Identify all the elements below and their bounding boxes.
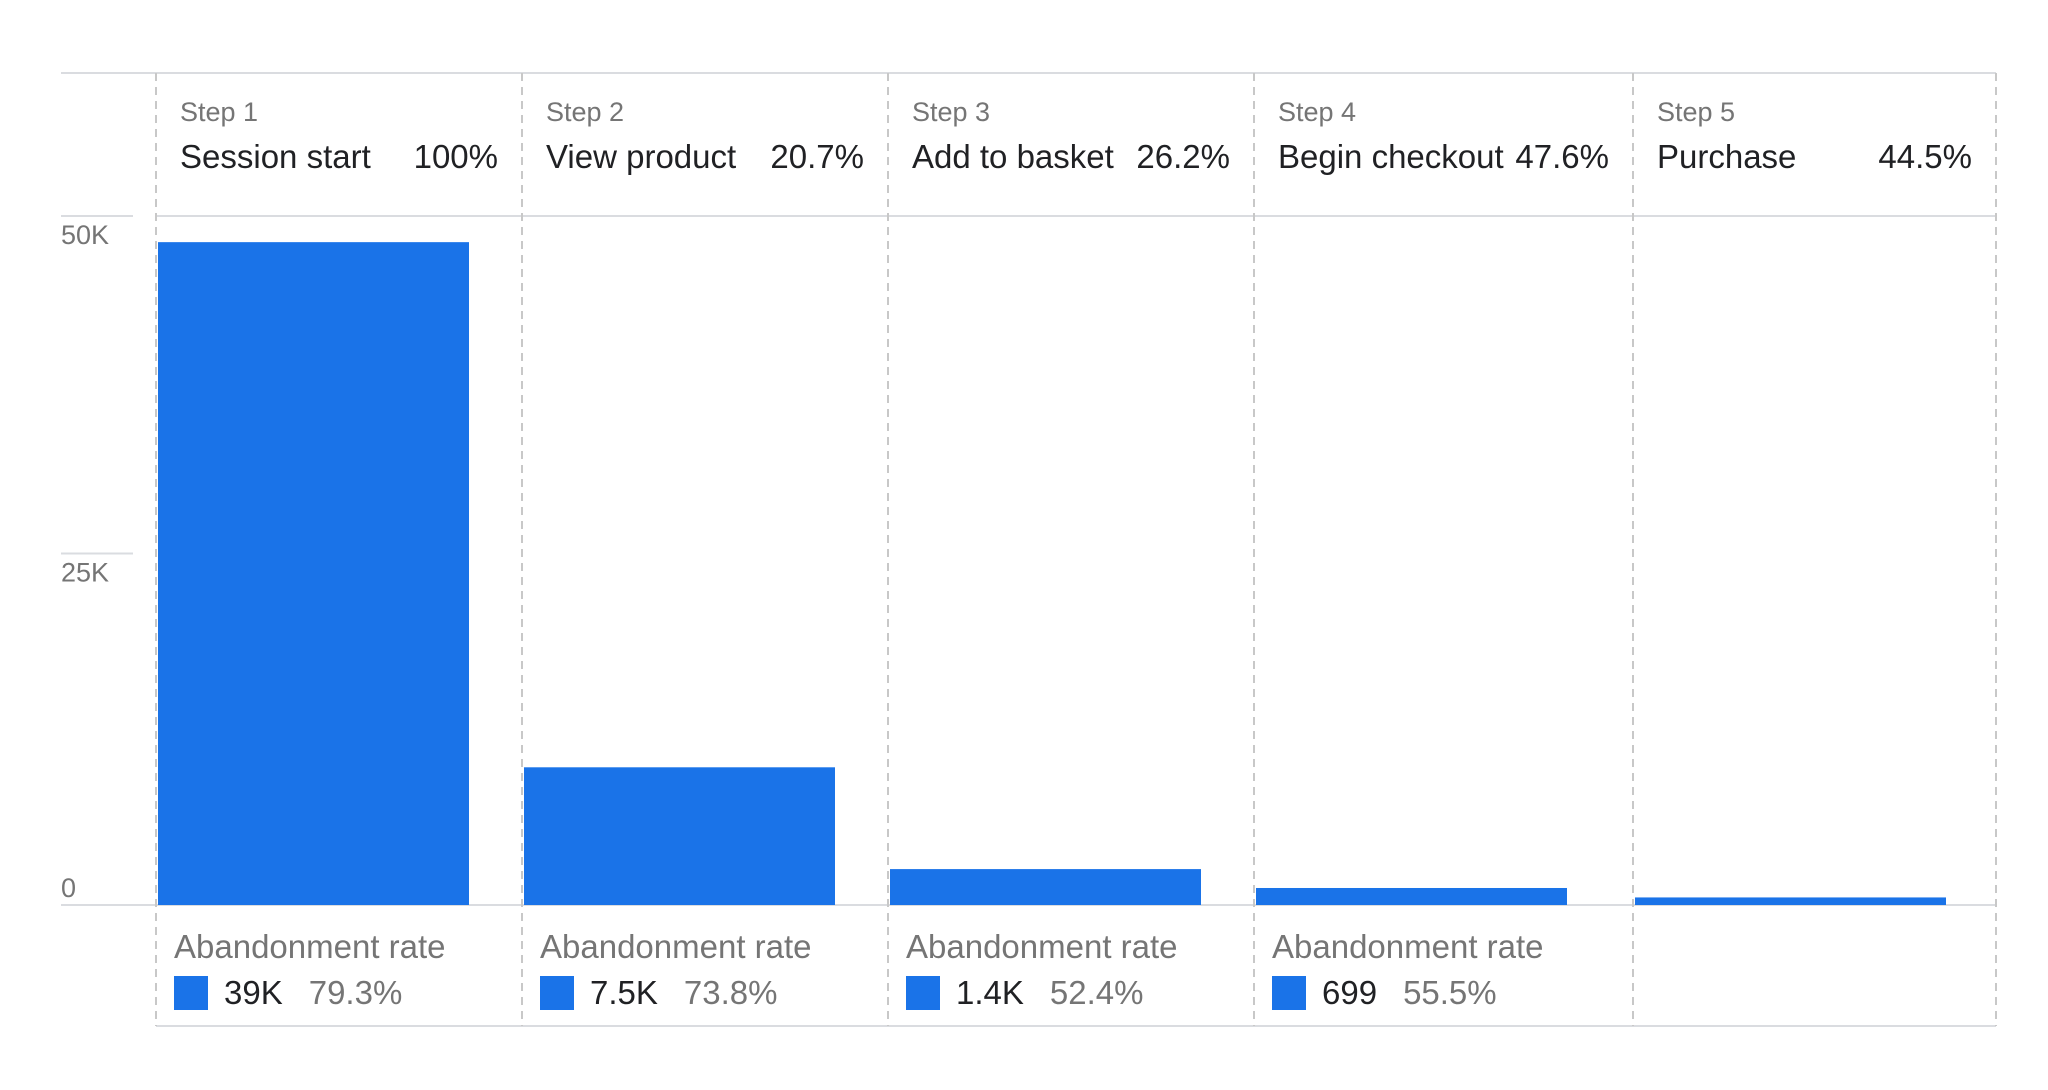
- abandonment-rate: 52.4%: [1050, 974, 1144, 1011]
- y-tick-label: 0: [61, 873, 76, 903]
- abandonment-swatch: [1272, 976, 1306, 1010]
- bar-session-start[interactable]: [158, 242, 469, 905]
- y-tick-label: 50K: [61, 220, 109, 250]
- step-completion-rate: 44.5%: [1878, 138, 1972, 175]
- y-tick-label: 25K: [61, 558, 109, 588]
- abandonment-title: Abandonment rate: [540, 928, 812, 965]
- abandonment-count: 699: [1322, 974, 1377, 1011]
- step-number-label: Step 5: [1657, 97, 1735, 127]
- step-name: View product: [546, 138, 736, 175]
- step-number-label: Step 4: [1278, 97, 1356, 127]
- step-completion-rate: 47.6%: [1515, 138, 1609, 175]
- abandonment-swatch: [906, 976, 940, 1010]
- bars-group: [158, 242, 1946, 905]
- abandonment-footers: Abandonment rate 39K 79.3% Abandonment rate…: [174, 928, 1544, 1011]
- step-completion-rate: 100%: [414, 138, 498, 175]
- chart-grid: [155, 73, 1997, 1026]
- step-name: Session start: [180, 138, 371, 175]
- bar-purchase[interactable]: [1635, 897, 1946, 905]
- step-name: Begin checkout: [1278, 138, 1504, 175]
- abandonment-swatch: [540, 976, 574, 1010]
- abandonment-count: 39K: [224, 974, 283, 1011]
- step-headers: Step 1 Session start 100% Step 2 View produc…: [180, 97, 1972, 175]
- abandonment-count: 1.4K: [956, 974, 1024, 1011]
- step-name: Add to basket: [912, 138, 1114, 175]
- step-name: Purchase: [1657, 138, 1796, 175]
- step-completion-rate: 20.7%: [770, 138, 864, 175]
- abandonment-swatch: [174, 976, 208, 1010]
- y-axis: 50K 25K 0: [61, 215, 133, 906]
- bar-view-product[interactable]: [524, 767, 835, 905]
- abandonment-count: 7.5K: [590, 974, 658, 1011]
- step-number-label: Step 1: [180, 97, 258, 127]
- abandonment-title: Abandonment rate: [906, 928, 1178, 965]
- abandonment-rate: 79.3%: [309, 974, 403, 1011]
- step-completion-rate: 26.2%: [1136, 138, 1230, 175]
- step-number-label: Step 3: [912, 97, 990, 127]
- abandonment-rate: 73.8%: [684, 974, 778, 1011]
- abandonment-rate: 55.5%: [1403, 974, 1497, 1011]
- bar-begin-checkout[interactable]: [1256, 887, 1567, 905]
- abandonment-title: Abandonment rate: [1272, 928, 1544, 965]
- bar-add-to-basket[interactable]: [890, 869, 1201, 905]
- step-number-label: Step 2: [546, 97, 624, 127]
- abandonment-title: Abandonment rate: [174, 928, 446, 965]
